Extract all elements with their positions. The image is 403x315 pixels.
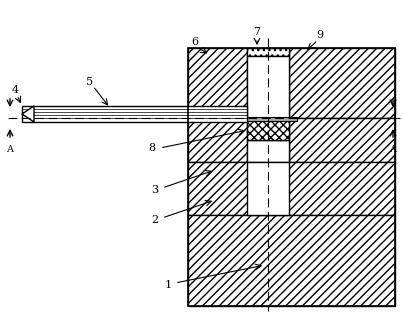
Bar: [247, 48, 289, 56]
Text: 1: 1: [164, 280, 172, 290]
Bar: [239, 117, 297, 121]
Bar: [289, 118, 395, 162]
Polygon shape: [22, 106, 34, 122]
Bar: [188, 162, 395, 215]
Text: 6: 6: [191, 37, 199, 47]
Text: 8: 8: [148, 143, 156, 153]
Bar: [188, 215, 395, 306]
Bar: [289, 48, 395, 118]
Text: 5: 5: [86, 77, 93, 87]
Bar: [22, 106, 247, 122]
Bar: [188, 48, 395, 306]
Text: 4: 4: [11, 85, 19, 95]
Bar: [188, 118, 247, 162]
Bar: [247, 162, 289, 215]
Bar: [247, 119, 289, 140]
Bar: [247, 140, 289, 162]
Text: 7: 7: [253, 27, 260, 37]
Text: A: A: [6, 145, 13, 154]
Text: A: A: [390, 145, 397, 154]
Bar: [247, 56, 289, 118]
Text: 9: 9: [316, 30, 324, 40]
Text: 3: 3: [152, 185, 158, 195]
Bar: [188, 48, 247, 118]
Text: 2: 2: [152, 215, 158, 225]
